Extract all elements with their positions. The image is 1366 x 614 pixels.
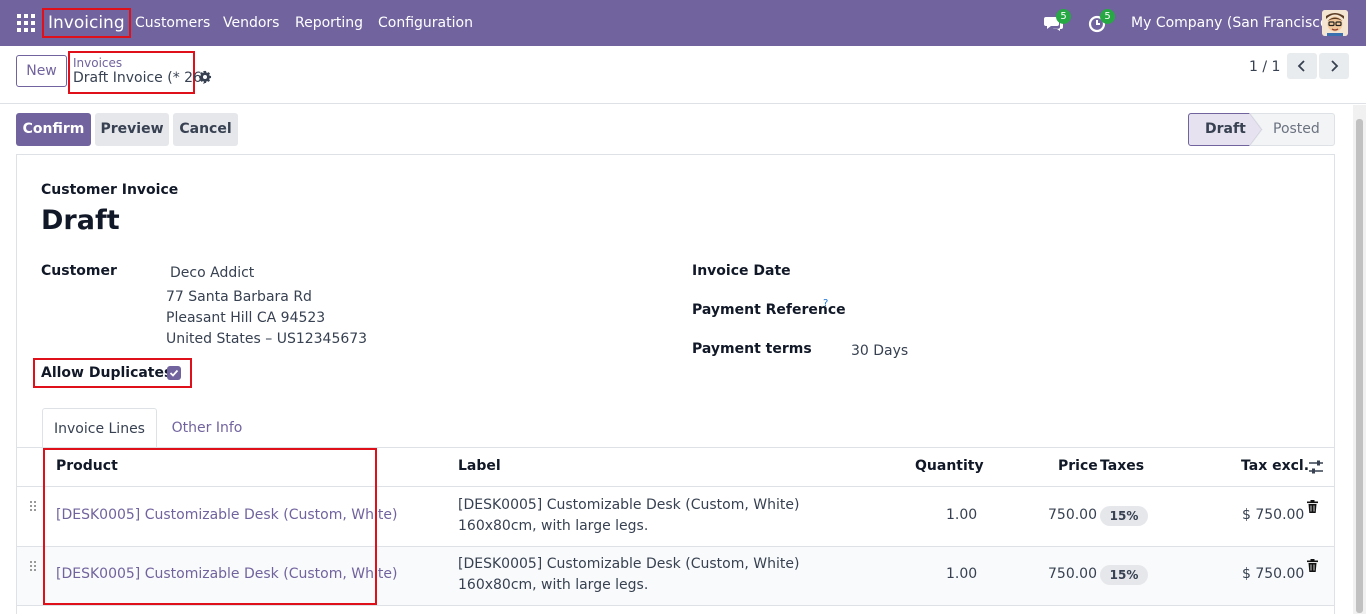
customer-field[interactable]: Deco Addict bbox=[170, 265, 255, 281]
gear-icon[interactable] bbox=[198, 70, 212, 84]
menu-configuration[interactable]: Configuration bbox=[378, 15, 473, 31]
column-header-taxes[interactable]: Taxes bbox=[1100, 458, 1145, 474]
column-header-product[interactable]: Product bbox=[56, 458, 118, 474]
line-price[interactable]: 750.00 bbox=[1048, 507, 1097, 523]
line-product[interactable]: [DESK0005] Customizable Desk (Custom, Wh… bbox=[56, 507, 398, 523]
tabs-divider bbox=[17, 447, 1334, 448]
payment-reference-help-icon[interactable]: ? bbox=[823, 298, 829, 309]
drag-handle-icon[interactable] bbox=[30, 501, 38, 515]
invoice-type-label: Customer Invoice bbox=[41, 182, 179, 198]
pager-value[interactable]: 1 / 1 bbox=[1249, 59, 1281, 75]
customer-address-line2: Pleasant Hill CA 94523 bbox=[166, 310, 326, 326]
status-posted[interactable]: Posted bbox=[1273, 121, 1320, 137]
invoice-date-label: Invoice Date bbox=[692, 263, 791, 279]
messages-count-badge: 5 bbox=[1056, 9, 1071, 24]
status-arrows bbox=[1188, 113, 1335, 146]
line-quantity[interactable]: 1.00 bbox=[946, 566, 978, 582]
drag-handle-icon[interactable] bbox=[30, 561, 38, 575]
trash-icon[interactable] bbox=[1307, 500, 1318, 513]
payment-reference-field[interactable] bbox=[851, 302, 1151, 322]
invoice-form-sheet: Customer Invoice Draft Customer Deco Add… bbox=[16, 154, 1335, 614]
invoice-state-title: Draft bbox=[41, 205, 120, 236]
chevron-right-icon bbox=[1331, 60, 1339, 72]
line-subtotal: $ 750.00 bbox=[1242, 507, 1305, 523]
allow-duplicates-highlight bbox=[33, 358, 192, 388]
messages-button[interactable]: 5 bbox=[1044, 9, 1071, 33]
page-scrollbar[interactable] bbox=[1353, 105, 1366, 614]
line-subtotal: $ 750.00 bbox=[1242, 566, 1305, 582]
line-quantity[interactable]: 1.00 bbox=[946, 507, 978, 523]
product-column-highlight bbox=[43, 448, 377, 605]
top-navbar: Invoicing Customers Vendors Reporting Co… bbox=[0, 0, 1366, 46]
menu-customers[interactable]: Customers bbox=[135, 15, 211, 31]
status-draft[interactable]: Draft bbox=[1205, 121, 1246, 137]
column-header-tax-excl[interactable]: Tax excl. bbox=[1241, 458, 1310, 474]
checkmark-icon bbox=[169, 369, 179, 377]
column-header-quantity[interactable]: Quantity bbox=[915, 458, 984, 474]
row-divider bbox=[17, 605, 1334, 606]
chevron-left-icon bbox=[1297, 60, 1305, 72]
tab-other-info[interactable]: Other Info bbox=[171, 420, 243, 436]
cancel-button[interactable]: Cancel bbox=[173, 113, 238, 146]
new-button[interactable]: New bbox=[16, 55, 67, 87]
breadcrumb: Invoices Draft Invoice (* 26) bbox=[68, 51, 207, 94]
line-label-line2[interactable]: 160x80cm, with large legs. bbox=[458, 518, 649, 534]
app-menu-grid-icon[interactable] bbox=[17, 14, 35, 32]
line-tax-badge[interactable]: 15% bbox=[1100, 506, 1148, 526]
control-panel: New Invoices Draft Invoice (* 26) 1 / 1 bbox=[0, 46, 1366, 104]
activities-button[interactable]: 5 bbox=[1088, 9, 1115, 33]
allow-duplicates-checkbox[interactable] bbox=[167, 366, 181, 380]
line-price[interactable]: 750.00 bbox=[1048, 566, 1097, 582]
user-avatar[interactable] bbox=[1322, 10, 1348, 36]
line-label-line2[interactable]: 160x80cm, with large legs. bbox=[458, 577, 649, 593]
table-row[interactable]: [DESK0005] Customizable Desk (Custom, Wh… bbox=[17, 547, 1334, 606]
customer-address-line3: United States – US12345673 bbox=[166, 331, 368, 347]
column-header-label[interactable]: Label bbox=[458, 458, 501, 474]
line-tax-badge[interactable]: 15% bbox=[1100, 565, 1148, 585]
table-header-divider bbox=[17, 486, 1334, 487]
payment-terms-label: Payment terms bbox=[692, 341, 812, 357]
scrollbar-thumb[interactable] bbox=[1356, 119, 1363, 613]
trash-icon[interactable] bbox=[1307, 559, 1318, 572]
column-header-price[interactable]: Price bbox=[1058, 458, 1098, 474]
pager-previous-button[interactable] bbox=[1287, 53, 1317, 79]
status-bar: Draft Posted bbox=[1188, 113, 1335, 146]
optional-columns-sliders-icon[interactable] bbox=[1308, 459, 1324, 475]
invoice-date-field[interactable] bbox=[851, 263, 1151, 283]
app-title[interactable]: Invoicing bbox=[42, 8, 131, 38]
allow-duplicates-label: Allow Duplicates bbox=[41, 365, 173, 381]
breadcrumb-current-record: Draft Invoice (* 26) bbox=[73, 70, 208, 86]
payment-reference-label: Payment Reference bbox=[692, 302, 846, 318]
company-switcher[interactable]: My Company (San Francisco) bbox=[1131, 15, 1334, 31]
tab-invoice-lines[interactable]: Invoice Lines bbox=[42, 408, 157, 448]
clock-icon bbox=[1088, 15, 1106, 33]
preview-button[interactable]: Preview bbox=[95, 113, 169, 146]
breadcrumb-invoices-link[interactable]: Invoices bbox=[73, 56, 123, 70]
menu-vendors[interactable]: Vendors bbox=[223, 15, 280, 31]
line-label-line1[interactable]: [DESK0005] Customizable Desk (Custom, Wh… bbox=[458, 497, 800, 513]
table-row[interactable]: [DESK0005] Customizable Desk (Custom, Wh… bbox=[17, 487, 1334, 546]
line-product[interactable]: [DESK0005] Customizable Desk (Custom, Wh… bbox=[56, 566, 398, 582]
customer-label: Customer bbox=[41, 263, 117, 279]
customer-address-line1: 77 Santa Barbara Rd bbox=[166, 289, 312, 305]
avatar-face-icon bbox=[1322, 10, 1348, 36]
form-action-bar: Confirm Preview Cancel Draft Posted bbox=[0, 105, 1352, 153]
activities-count-badge: 5 bbox=[1100, 9, 1115, 24]
menu-reporting[interactable]: Reporting bbox=[295, 15, 364, 31]
confirm-button[interactable]: Confirm bbox=[16, 113, 91, 146]
pager-next-button[interactable] bbox=[1319, 53, 1349, 79]
payment-terms-field[interactable]: 30 Days bbox=[851, 343, 909, 359]
line-label-line1[interactable]: [DESK0005] Customizable Desk (Custom, Wh… bbox=[458, 556, 800, 572]
row-divider bbox=[17, 546, 1334, 547]
